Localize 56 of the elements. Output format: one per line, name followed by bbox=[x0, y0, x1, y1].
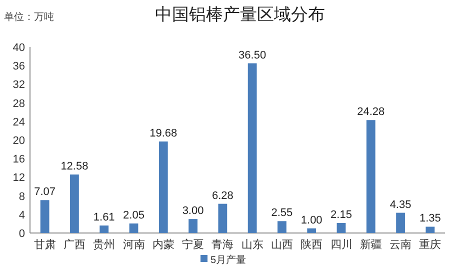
x-tick-label: 甘肃 bbox=[34, 238, 56, 251]
legend-label: 5月产量 bbox=[210, 254, 246, 266]
data-label: 6.28 bbox=[212, 190, 234, 202]
y-tick-label: 8 bbox=[18, 190, 25, 203]
x-tick-label: 贵州 bbox=[93, 238, 116, 251]
data-label: 1.35 bbox=[419, 212, 441, 225]
x-tick-label: 山东 bbox=[241, 238, 264, 251]
x-tick-label: 河南 bbox=[122, 238, 145, 251]
data-label: 2.55 bbox=[271, 207, 293, 220]
y-tick-label: 32 bbox=[12, 79, 25, 92]
data-label: 19.68 bbox=[150, 127, 178, 140]
x-tick-label: 山西 bbox=[270, 238, 293, 251]
data-label: 12.58 bbox=[60, 160, 88, 173]
data-label: 1.61 bbox=[93, 212, 115, 224]
y-tick-label: 20 bbox=[12, 135, 25, 147]
y-tick-label: 16 bbox=[12, 154, 25, 166]
x-tick-label: 陕西 bbox=[300, 239, 323, 251]
y-tick-label: 28 bbox=[12, 98, 25, 110]
x-tick-label: 广西 bbox=[63, 238, 86, 251]
bar bbox=[426, 226, 435, 233]
data-label: 2.05 bbox=[123, 209, 144, 222]
data-label: 4.35 bbox=[390, 198, 412, 211]
y-tick-label: 36 bbox=[12, 60, 25, 73]
x-tick-label: 宁夏 bbox=[182, 238, 204, 251]
x-tick-label: 云南 bbox=[390, 238, 412, 251]
bar bbox=[188, 219, 198, 233]
bar bbox=[366, 120, 376, 233]
bar bbox=[70, 174, 79, 233]
x-tick-label: 青海 bbox=[212, 238, 234, 251]
bar bbox=[307, 228, 316, 233]
x-tick-label: 内蒙 bbox=[152, 238, 174, 251]
y-tick-label: 0 bbox=[18, 228, 25, 240]
data-label: 24.28 bbox=[357, 106, 385, 118]
bar bbox=[129, 223, 138, 233]
chart-title: 中国铝棒产量区域分布 bbox=[155, 5, 325, 24]
bar bbox=[336, 223, 346, 233]
y-tick-label: 40 bbox=[12, 42, 25, 54]
data-label: 1.00 bbox=[300, 214, 322, 226]
bar bbox=[218, 204, 228, 233]
x-tick-label: 四川 bbox=[330, 238, 352, 251]
data-label: 3.00 bbox=[182, 205, 204, 218]
bar bbox=[40, 200, 50, 233]
bar bbox=[396, 212, 405, 233]
data-label: 36.50 bbox=[238, 49, 266, 62]
bar bbox=[158, 141, 168, 233]
x-tick-label: 新疆 bbox=[360, 238, 382, 251]
y-axis-title: 单位：万吨 bbox=[4, 11, 54, 23]
y-tick-label: 24 bbox=[12, 116, 25, 128]
data-label: 2.15 bbox=[330, 209, 352, 222]
y-tick-label: 12 bbox=[12, 172, 25, 184]
bar bbox=[248, 63, 257, 233]
x-tick-label: 重庆 bbox=[419, 238, 442, 251]
data-label: 7.07 bbox=[34, 186, 56, 198]
bar bbox=[100, 226, 109, 233]
y-tick-label: 4 bbox=[18, 209, 25, 222]
bar bbox=[278, 221, 286, 233]
